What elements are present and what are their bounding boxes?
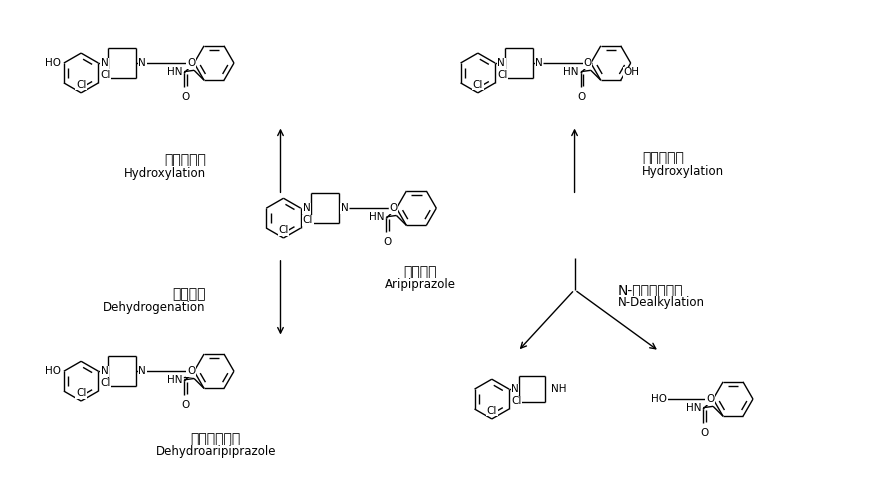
Text: Cl: Cl <box>76 388 86 398</box>
Text: O: O <box>583 58 591 68</box>
Text: HN: HN <box>685 402 700 413</box>
Text: O: O <box>187 366 195 376</box>
Text: N: N <box>138 58 146 68</box>
Text: Hydroxylation: Hydroxylation <box>123 167 205 180</box>
Text: HN: HN <box>368 212 384 222</box>
Text: Cl: Cl <box>100 70 110 80</box>
Text: N: N <box>534 58 542 68</box>
Text: O: O <box>705 394 713 404</box>
Text: O: O <box>181 400 189 410</box>
Text: HN: HN <box>167 375 182 385</box>
Text: O: O <box>181 92 189 102</box>
Text: N: N <box>511 384 518 394</box>
Text: Cl: Cl <box>76 80 86 90</box>
Text: N: N <box>341 203 348 213</box>
Text: N: N <box>497 58 504 68</box>
Text: 羟基化作用: 羟基化作用 <box>641 152 683 165</box>
Text: Cl: Cl <box>510 396 521 406</box>
Text: N: N <box>101 58 108 68</box>
Text: HO: HO <box>651 394 667 404</box>
Text: Cl: Cl <box>472 80 482 90</box>
Text: N: N <box>101 366 108 376</box>
Text: N: N <box>302 203 310 213</box>
Text: HN: HN <box>563 66 578 76</box>
Text: 羟基化作用: 羟基化作用 <box>163 153 205 167</box>
Text: 脱氢作用: 脱氢作用 <box>172 288 205 302</box>
Text: Dehydroaripiprazole: Dehydroaripiprazole <box>156 445 275 458</box>
Text: N-脱烷基化作用: N-脱烷基化作用 <box>617 282 682 297</box>
Text: Aripiprazole: Aripiprazole <box>384 278 455 291</box>
Text: HN: HN <box>167 66 182 76</box>
Text: Cl: Cl <box>100 378 110 388</box>
Text: N-Dealkylation: N-Dealkylation <box>617 296 704 309</box>
Text: Cl: Cl <box>302 215 313 225</box>
Text: 脱氢阿立哌唑: 脱氢阿立哌唑 <box>190 432 241 446</box>
Text: NH: NH <box>550 384 566 394</box>
Text: N: N <box>138 366 146 376</box>
Text: Dehydrogenation: Dehydrogenation <box>103 301 205 314</box>
Text: O: O <box>187 58 195 68</box>
Text: Cl: Cl <box>496 70 507 80</box>
Text: O: O <box>383 237 391 247</box>
Text: O: O <box>577 92 586 102</box>
Text: OH: OH <box>623 67 639 77</box>
Text: 阿立哌唑: 阿立哌唑 <box>403 265 436 279</box>
Text: HO: HO <box>45 366 61 376</box>
Text: O: O <box>700 428 707 438</box>
Text: Cl: Cl <box>486 406 496 416</box>
Text: Hydroxylation: Hydroxylation <box>641 165 724 178</box>
Text: HO: HO <box>45 58 61 68</box>
Text: Cl: Cl <box>278 225 289 235</box>
Text: O: O <box>389 203 397 213</box>
